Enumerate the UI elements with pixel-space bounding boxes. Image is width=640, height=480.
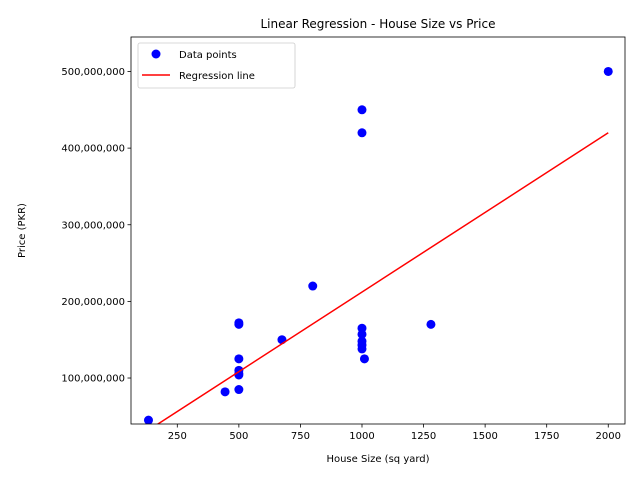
x-tick-label: 1000 xyxy=(349,431,374,442)
x-tick-label: 1250 xyxy=(411,431,436,442)
x-tick-label: 1500 xyxy=(472,431,497,442)
y-axis-ticks: 100,000,000 200,000,000 300,000,000 400,000… xyxy=(61,67,131,385)
data-point xyxy=(277,335,287,345)
data-point xyxy=(357,329,367,339)
x-tick-label: 1750 xyxy=(534,431,559,442)
y-tick-label: 200,000,000 xyxy=(61,297,125,308)
data-point xyxy=(220,387,230,397)
x-tick-label: 750 xyxy=(291,431,310,442)
data-point xyxy=(357,128,367,138)
data-point xyxy=(357,344,367,354)
y-axis-label: Price (PKR) xyxy=(17,203,28,258)
data-point xyxy=(234,385,244,395)
chart-title: Linear Regression - House Size vs Price xyxy=(260,17,495,31)
legend-marker-points xyxy=(151,49,161,59)
y-tick-label: 400,000,000 xyxy=(61,144,125,155)
legend-label: Data points xyxy=(179,50,237,61)
y-tick-label: 500,000,000 xyxy=(61,67,125,78)
data-point xyxy=(359,354,369,364)
y-tick-label: 100,000,000 xyxy=(61,374,125,385)
plot-area xyxy=(131,37,625,424)
x-axis-ticks: 250 500 750 1000 1250 1500 1750 2000 xyxy=(168,424,621,442)
data-point xyxy=(308,281,318,291)
x-tick-label: 500 xyxy=(229,431,248,442)
x-axis-label: House Size (sq yard) xyxy=(326,454,429,465)
data-point xyxy=(426,319,436,329)
x-tick-label: 2000 xyxy=(596,431,621,442)
plot-frame xyxy=(130,36,626,425)
data-point xyxy=(234,354,244,364)
data-point xyxy=(234,318,244,328)
legend: Data points Regression line xyxy=(137,42,296,89)
data-point xyxy=(357,105,367,115)
y-tick-label: 300,000,000 xyxy=(61,220,125,231)
x-tick-label: 250 xyxy=(168,431,187,442)
legend-box xyxy=(137,42,296,89)
data-point xyxy=(603,66,613,76)
data-point xyxy=(143,415,153,424)
regression-line xyxy=(156,132,609,424)
legend-label: Regression line xyxy=(179,71,255,82)
series-clip-group xyxy=(143,66,613,424)
series-layer xyxy=(143,66,613,424)
